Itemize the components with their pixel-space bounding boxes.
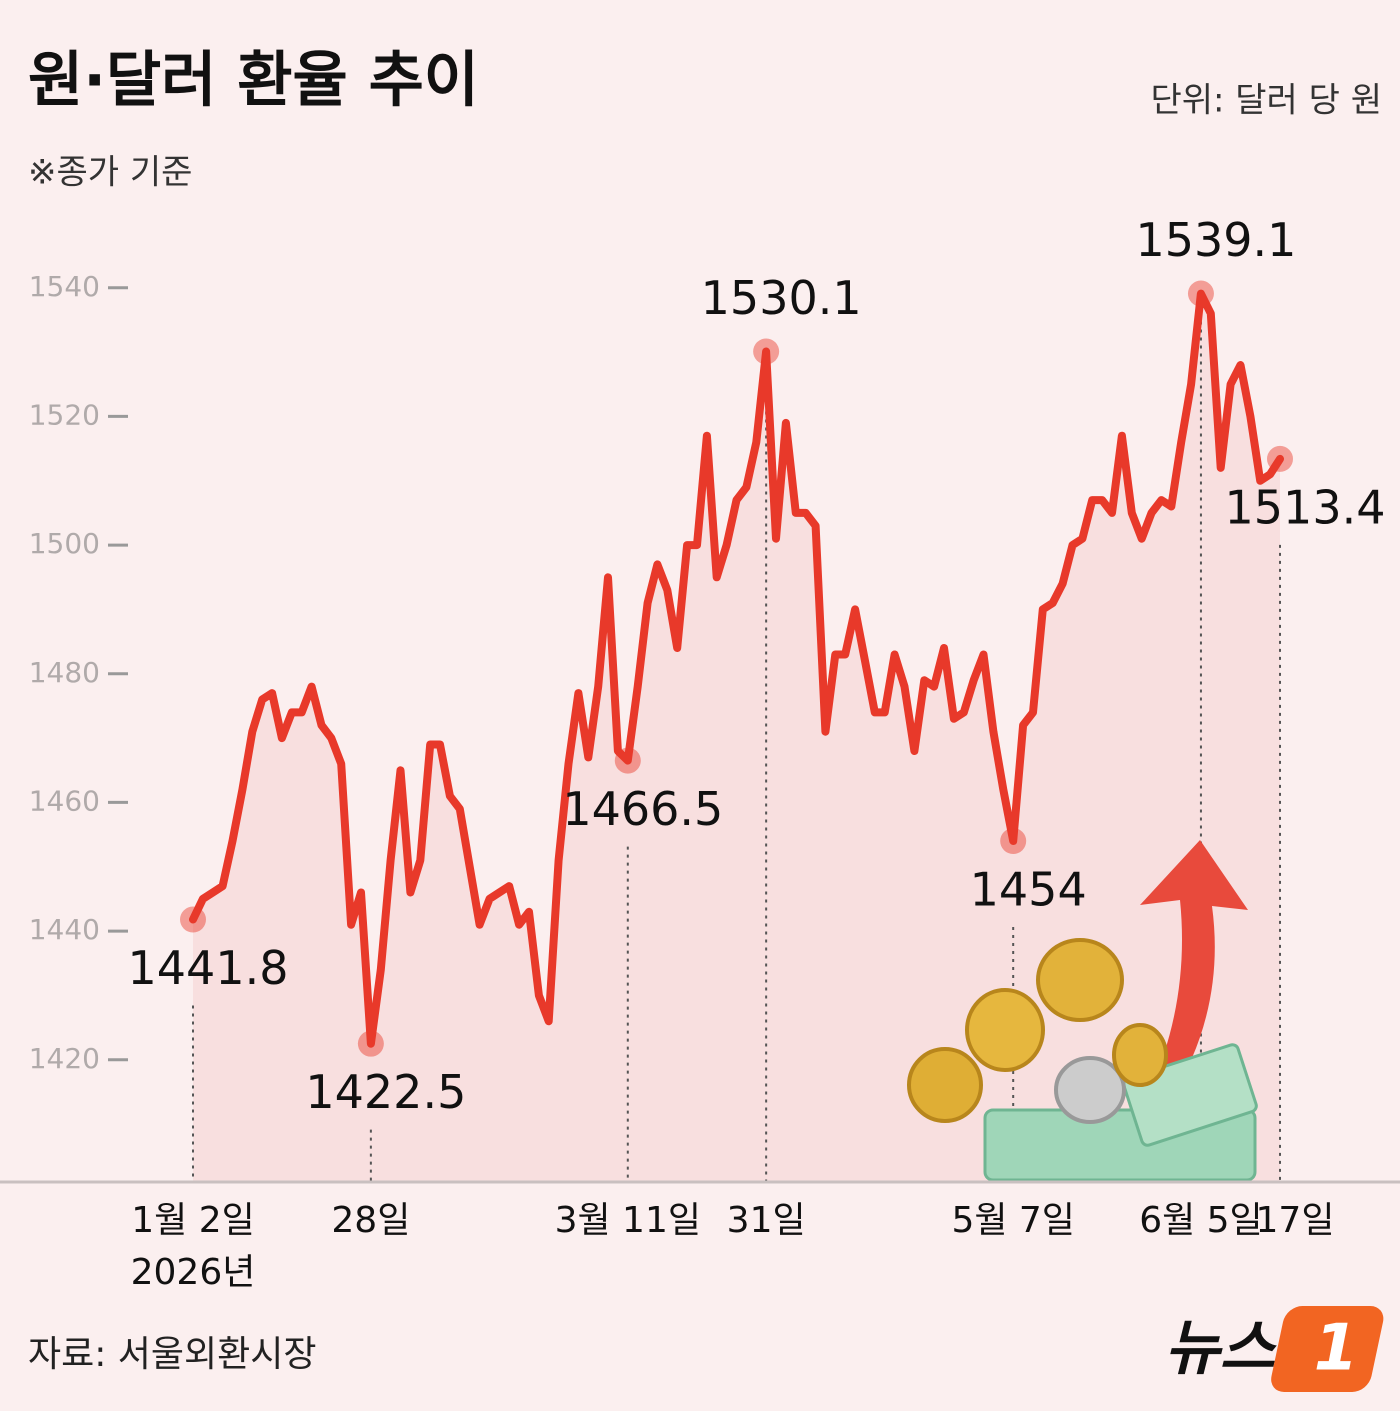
x-tick-label: 31일 [727,1200,806,1241]
coin [907,1047,983,1123]
point-marker [614,747,641,774]
data-label: 1466.5 [562,782,723,836]
unit-note: 단위: 달러 당 원 [1150,81,1382,121]
y-tick-label: 1420 [29,1042,100,1075]
source: 자료: 서울외환시장 [28,1334,317,1375]
point-marker [753,338,780,365]
data-label: 1513.4 [1225,480,1386,534]
coin [1054,1056,1126,1124]
coin [965,988,1045,1072]
point-marker [1187,280,1214,307]
logo-text: 뉴스 [1165,1314,1278,1384]
y-tick-label: 1540 [29,270,100,303]
line [189,289,1284,1048]
logo-number: 1 [1314,1312,1359,1386]
x-tick-label: 17일 [1256,1200,1335,1241]
coin [1112,1023,1168,1087]
x-tick-label: 1월 2일 [131,1200,255,1241]
x-year-label: 2026년 [131,1252,256,1293]
y-tick-label: 1500 [29,527,100,560]
y-tick-label: 1440 [29,913,100,946]
y-tick-label: 1520 [29,398,100,431]
area [193,293,1280,1183]
arrow-icon [1140,840,1248,1100]
x-tick-label: 28일 [331,1200,410,1241]
x-tick-label: 3월 11일 [555,1200,701,1241]
data-label: 1441.8 [128,941,289,995]
data-label: 1539.1 [1135,213,1296,267]
x-tick-label: 5월 7일 [951,1200,1075,1241]
coin [1036,938,1124,1022]
point-marker [357,1030,384,1057]
data-label: 1530.1 [701,271,862,325]
point-marker [1000,828,1027,855]
y-tick-label: 1480 [29,656,100,689]
money-illustration [907,840,1258,1182]
point-marker [180,906,206,933]
x-tick-label: 6월 5일 [1139,1200,1263,1241]
data-label: 1454 [970,863,1087,917]
data-label: 1422.5 [305,1065,466,1119]
logo-badge [1271,1306,1384,1392]
y-tick-label: 1460 [29,784,100,817]
point-marker [1267,445,1293,472]
chart-title: 원·달러 환율 추이 [28,46,479,116]
subtitle: ※종가 기준 [28,153,192,193]
